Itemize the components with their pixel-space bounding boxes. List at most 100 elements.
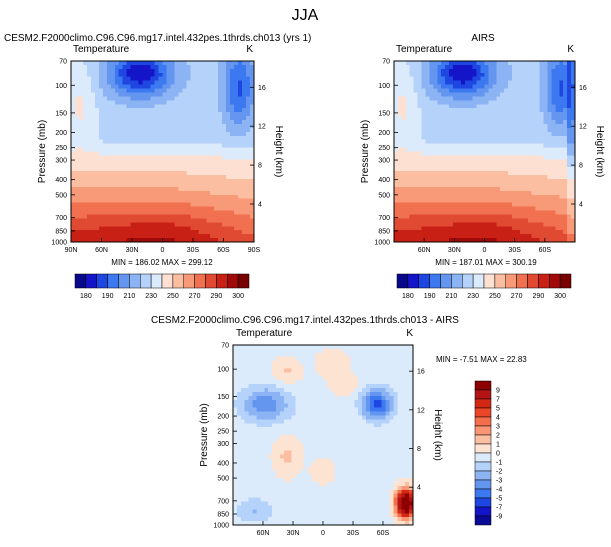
heatmap-cell bbox=[114, 64, 120, 70]
heatmap-cell bbox=[222, 226, 227, 231]
heatmap-cell bbox=[82, 92, 88, 98]
heatmap-cell bbox=[449, 76, 454, 82]
heatmap-cell bbox=[174, 96, 180, 101]
heatmap-cell bbox=[488, 147, 493, 153]
heatmap-cell bbox=[417, 127, 423, 133]
heatmap-cell bbox=[330, 388, 336, 393]
heatmap-cell bbox=[421, 131, 427, 137]
heatmap-cell bbox=[523, 175, 529, 180]
heatmap-cell bbox=[401, 182, 407, 188]
heatmap-cell bbox=[287, 376, 293, 381]
heatmap-cell bbox=[539, 202, 545, 208]
heatmap-cell bbox=[515, 147, 521, 153]
heatmap-cell bbox=[484, 163, 490, 168]
heatmap-cell bbox=[539, 96, 545, 101]
heatmap-cell bbox=[238, 112, 243, 117]
heatmap-cell bbox=[150, 131, 156, 137]
heatmap-cell bbox=[527, 179, 533, 184]
heatmap-cell bbox=[202, 155, 207, 160]
heatmap-cell bbox=[519, 234, 525, 239]
heatmap-cell bbox=[138, 108, 144, 113]
colorbar-swatch bbox=[527, 273, 539, 289]
colorbar-swatch bbox=[183, 273, 195, 289]
heatmap-cell bbox=[539, 104, 545, 109]
heatmap-cell bbox=[472, 226, 478, 231]
heatmap-cell bbox=[218, 234, 223, 239]
heatmap-cell bbox=[138, 88, 144, 94]
heatmap-cell bbox=[242, 171, 247, 176]
heatmap-cell bbox=[437, 143, 442, 149]
heatmap-cell bbox=[138, 84, 144, 90]
heatmap-cell bbox=[456, 127, 462, 133]
heatmap-cell bbox=[512, 163, 517, 168]
heatmap-cell bbox=[106, 159, 112, 164]
heatmap-cell bbox=[214, 72, 219, 78]
heatmap-cell bbox=[515, 76, 521, 82]
heatmap-cell bbox=[394, 159, 399, 164]
heatmap-cell bbox=[429, 80, 434, 86]
heatmap-cell bbox=[484, 68, 490, 74]
heatmap-cell bbox=[210, 92, 215, 98]
heatmap-cell bbox=[437, 116, 442, 121]
heatmap-cell bbox=[449, 206, 454, 212]
heatmap-cell bbox=[417, 175, 423, 180]
heatmap-cell bbox=[234, 84, 239, 90]
heatmap-cell bbox=[334, 348, 340, 354]
heatmap-cell bbox=[90, 194, 96, 200]
heatmap-cell bbox=[472, 112, 478, 117]
heatmap-cell bbox=[523, 210, 529, 216]
heatmap-cell bbox=[114, 120, 120, 125]
heatmap-cell bbox=[484, 226, 490, 231]
heatmap-cell bbox=[543, 214, 549, 219]
heatmap-cell bbox=[214, 226, 219, 231]
heatmap-cell bbox=[186, 116, 191, 121]
heatmap-cell bbox=[102, 112, 108, 117]
heatmap-cell bbox=[425, 112, 431, 117]
heatmap-cell bbox=[134, 104, 140, 109]
heatmap-cell bbox=[214, 92, 219, 98]
heatmap-cell bbox=[272, 368, 277, 373]
heatmap-cell bbox=[206, 112, 211, 117]
heatmap-cell bbox=[334, 376, 340, 381]
heatmap-cell bbox=[198, 171, 203, 176]
heatmap-cell bbox=[523, 143, 529, 149]
heatmap-cell bbox=[114, 88, 120, 94]
heatmap-cell bbox=[559, 61, 564, 66]
heatmap-cell bbox=[350, 388, 355, 393]
heatmap-cell bbox=[142, 92, 148, 98]
heatmap-cell bbox=[158, 194, 164, 200]
heatmap-cell bbox=[567, 104, 572, 109]
heatmap-cell bbox=[409, 167, 415, 172]
heatmap-cell bbox=[94, 108, 100, 113]
heatmap-cell bbox=[413, 104, 419, 109]
heatmap-cell bbox=[394, 198, 399, 204]
heatmap-cell bbox=[366, 348, 371, 354]
heatmap-cell bbox=[198, 80, 203, 86]
heatmap-cell bbox=[182, 167, 187, 172]
heatmap-cell bbox=[535, 120, 541, 125]
heatmap-cell bbox=[166, 112, 172, 117]
heatmap-cell bbox=[86, 116, 92, 121]
heatmap-cell bbox=[559, 84, 564, 90]
heatmap-cell bbox=[394, 147, 399, 153]
heatmap-cell bbox=[279, 380, 285, 385]
heatmap-cell bbox=[468, 127, 474, 133]
heatmap-cell bbox=[500, 198, 505, 204]
heatmap-cell bbox=[543, 135, 549, 141]
heatmap-cell bbox=[547, 179, 552, 184]
heatmap-cell bbox=[456, 100, 462, 105]
heatmap-cell bbox=[433, 230, 438, 235]
heatmap-cell bbox=[242, 186, 247, 192]
heatmap-cell bbox=[182, 139, 187, 145]
heatmap-cell bbox=[559, 151, 564, 157]
heatmap-cell bbox=[102, 155, 108, 160]
heatmap-cell bbox=[559, 72, 564, 78]
heatmap-cell bbox=[86, 96, 92, 101]
heatmap-cell bbox=[551, 238, 556, 243]
heatmap-cell bbox=[394, 76, 399, 82]
heatmap-cell bbox=[122, 84, 128, 90]
heatmap-cell bbox=[445, 155, 450, 160]
heatmap-cell bbox=[543, 198, 549, 204]
heatmap-cell bbox=[563, 135, 568, 141]
heatmap-cell bbox=[512, 206, 517, 212]
